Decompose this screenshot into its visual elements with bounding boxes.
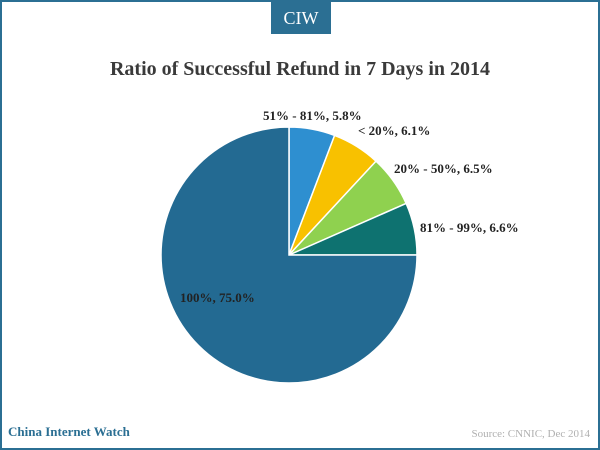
slice-label: 81% - 99%, 6.6% [420,220,519,235]
pie-slice-100 [160,126,418,384]
ciw-logo: CIW [271,2,331,34]
slice-label: 100%, 75.0% [180,290,255,305]
footer-source: Source: CNNIC, Dec 2014 [471,428,590,440]
slice-label: 51% - 81%, 5.8% [263,108,362,123]
chart-title: Ratio of Successful Refund in 7 Days in … [109,58,491,80]
footer-brand: China Internet Watch [8,424,130,439]
slice-label: 20% - 50%, 6.5% [394,161,493,176]
slice-label: < 20%, 6.1% [358,123,430,138]
